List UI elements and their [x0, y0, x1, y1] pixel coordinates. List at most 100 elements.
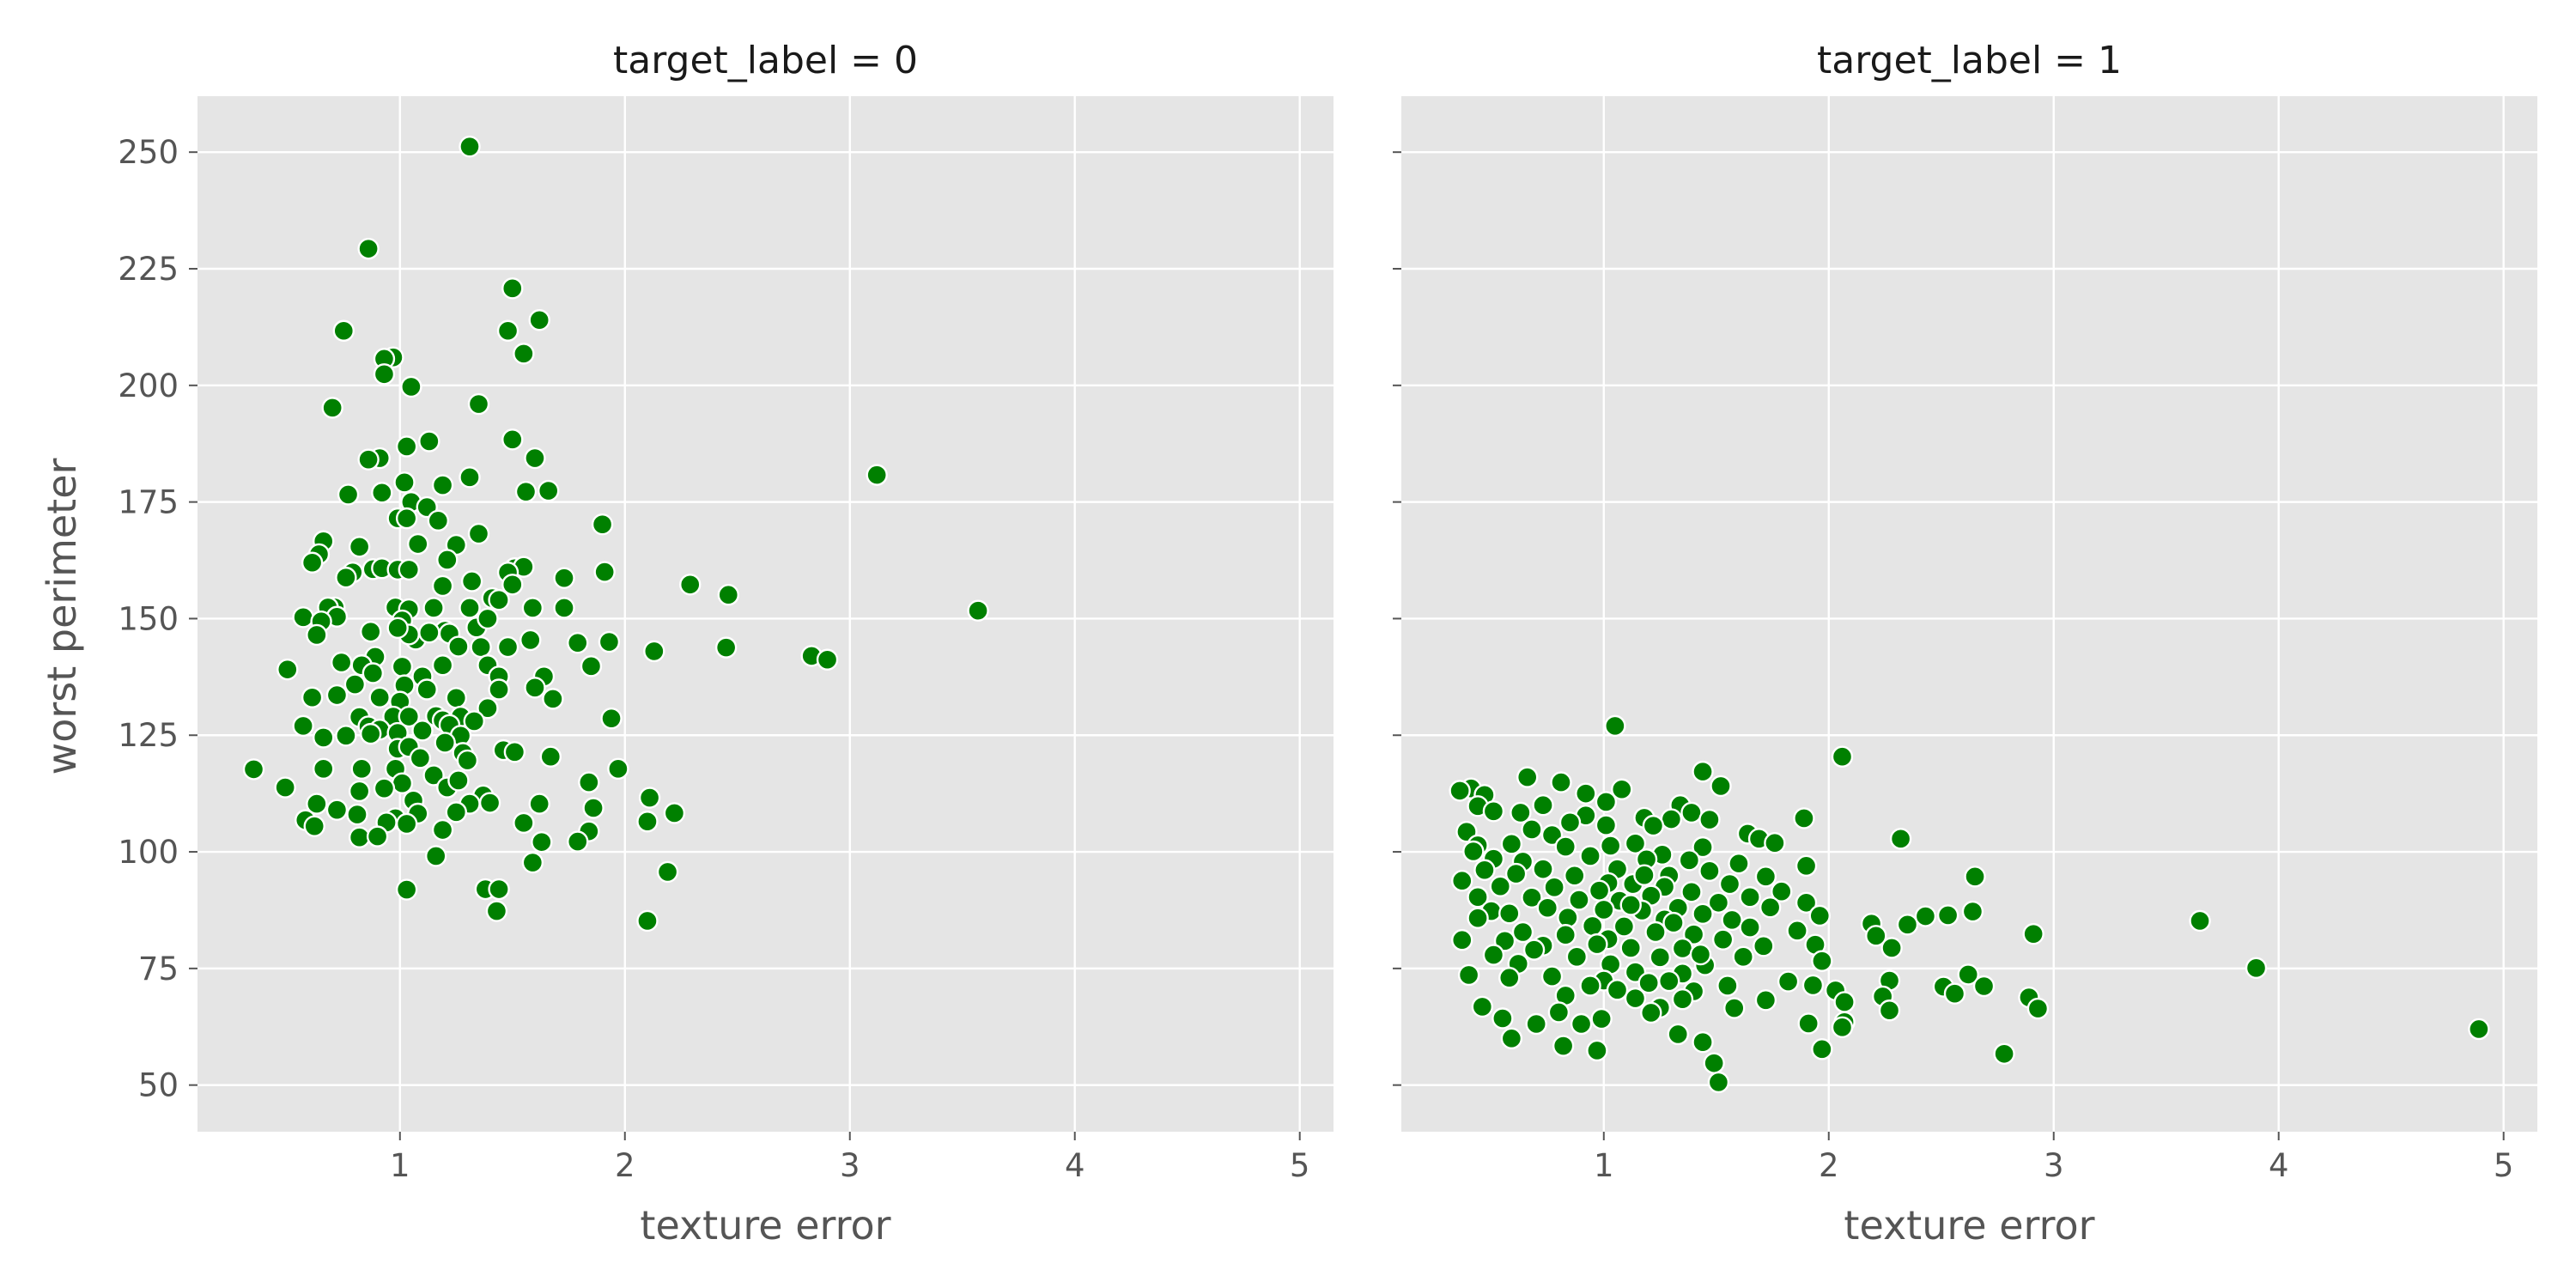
- data-point: [1711, 928, 1735, 951]
- data-point: [360, 722, 382, 745]
- data-point: [1516, 766, 1539, 788]
- data-point: [292, 714, 314, 738]
- data-point: [1619, 937, 1642, 959]
- data-point: [1536, 896, 1558, 919]
- data-point: [593, 561, 616, 583]
- data-point: [1961, 900, 1984, 923]
- data-point: [553, 597, 575, 619]
- data-point: [1619, 894, 1642, 916]
- data-point: [1564, 865, 1586, 887]
- data-point: [373, 363, 396, 386]
- x-axis-label: texture error: [640, 1202, 890, 1249]
- data-point: [431, 574, 454, 598]
- data-point: [542, 688, 564, 710]
- data-point: [445, 801, 467, 823]
- data-point: [274, 776, 296, 799]
- data-point: [1554, 835, 1577, 858]
- data-point: [463, 710, 485, 732]
- data-point: [431, 818, 454, 841]
- data-point: [1568, 889, 1590, 911]
- data-point: [1579, 975, 1601, 997]
- panel-target-1: 1 2 3 4 5 target_label = 1 texture error: [1393, 39, 2537, 1249]
- y-tick-label: 200: [118, 368, 179, 404]
- data-point: [1457, 963, 1480, 987]
- data-point: [521, 597, 544, 619]
- data-point: [1590, 1007, 1613, 1030]
- data-point: [361, 662, 385, 684]
- data-point: [1964, 866, 1986, 888]
- data-point: [1880, 937, 1903, 959]
- data-point: [1865, 925, 1887, 947]
- data-point: [1993, 1042, 2015, 1065]
- data-point: [368, 686, 391, 708]
- data-point: [1831, 1016, 1854, 1039]
- data-point: [1662, 911, 1685, 934]
- data-point: [332, 319, 355, 342]
- data-point: [1500, 833, 1523, 855]
- data-point: [1764, 832, 1786, 854]
- data-point: [519, 629, 542, 652]
- data-point: [325, 683, 349, 707]
- data-point: [303, 815, 325, 837]
- data-point: [459, 466, 481, 489]
- data-point: [1550, 771, 1572, 793]
- data-point: [1896, 914, 1919, 936]
- data-point: [1467, 907, 1489, 929]
- data-point: [1504, 862, 1528, 885]
- data-point: [1482, 944, 1505, 966]
- data-point: [1692, 835, 1714, 859]
- data-point: [343, 673, 367, 696]
- panel-title: target_label = 0: [613, 39, 918, 82]
- data-point: [1671, 988, 1694, 1011]
- data-point: [1680, 881, 1703, 903]
- data-point: [1462, 840, 1485, 863]
- data-point: [967, 599, 989, 622]
- y-tick-label: 75: [138, 951, 179, 987]
- data-point: [400, 375, 422, 398]
- data-point: [467, 522, 490, 545]
- y-tick-label: 225: [118, 251, 179, 288]
- data-point: [1642, 814, 1665, 837]
- data-point: [501, 277, 524, 300]
- x-tick-label: 5: [1290, 1147, 1310, 1184]
- data-point: [1611, 778, 1633, 800]
- data-point: [242, 758, 265, 781]
- data-point: [301, 686, 324, 708]
- panel-target-0: 1 2 3 4 5 50 75 100 125 150 175 200 225 250 target_lab…: [118, 39, 1334, 1249]
- data-point: [866, 464, 888, 486]
- data-point: [1680, 801, 1703, 824]
- data-point: [2245, 957, 2268, 980]
- data-point: [416, 678, 438, 701]
- data-point: [407, 532, 429, 556]
- data-point: [513, 811, 535, 835]
- data-point: [537, 479, 560, 502]
- data-point: [1575, 782, 1597, 805]
- data-point: [460, 570, 483, 592]
- data-point: [1811, 950, 1833, 972]
- data-point: [398, 705, 420, 728]
- y-tick-label: 125: [118, 717, 179, 754]
- data-point: [1521, 886, 1543, 908]
- data-point: [488, 878, 510, 901]
- data-point: [1943, 982, 1966, 1005]
- x-tick-label: 3: [2044, 1147, 2064, 1184]
- data-point: [1889, 828, 1912, 850]
- data-point: [1637, 972, 1660, 994]
- data-point: [1754, 866, 1777, 888]
- data-point: [386, 617, 409, 639]
- data-point: [1449, 780, 1471, 802]
- data-point: [591, 513, 614, 536]
- data-point: [1613, 915, 1636, 938]
- data-point: [422, 764, 445, 787]
- y-tick-label: 100: [118, 834, 179, 871]
- data-point: [395, 507, 418, 530]
- data-point: [638, 787, 661, 809]
- data-point: [1467, 886, 1489, 908]
- data-point: [1692, 902, 1714, 926]
- data-point: [350, 757, 373, 781]
- data-point: [360, 620, 382, 643]
- data-point: [467, 392, 490, 416]
- data-point: [1972, 975, 1996, 998]
- data-point: [1667, 1023, 1689, 1046]
- data-point: [1586, 933, 1608, 956]
